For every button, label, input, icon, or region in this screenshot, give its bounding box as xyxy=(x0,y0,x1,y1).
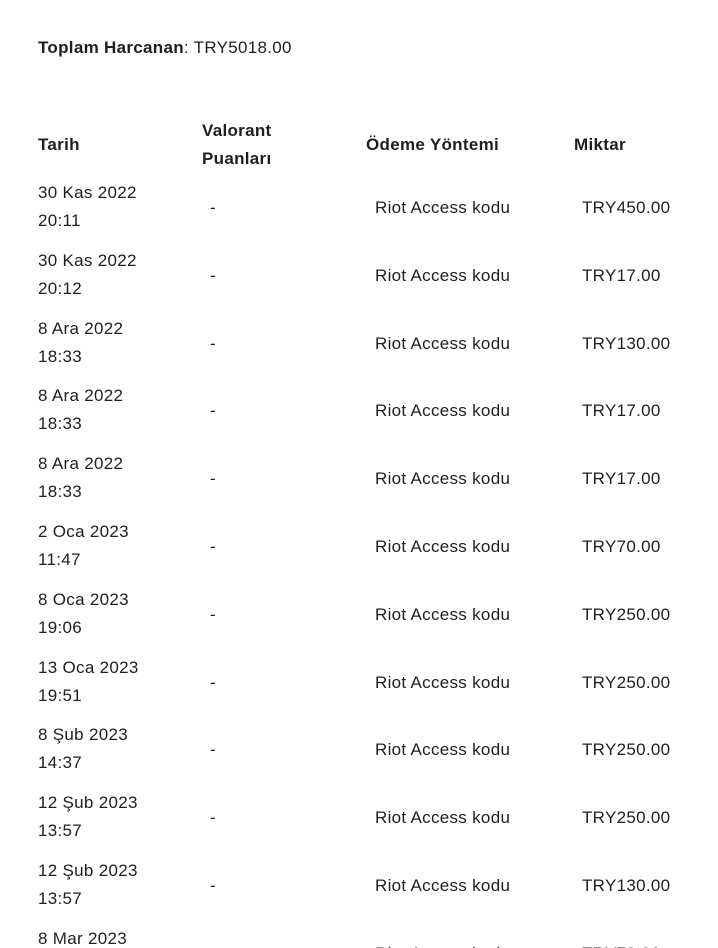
date-cell: 8 Şub 2023 14:37 xyxy=(38,725,128,773)
amount-cell: TRY250.00 xyxy=(582,672,671,692)
points-cell: - xyxy=(210,537,216,556)
amount-cell: TRY250.00 xyxy=(582,740,671,760)
amount-cell: TRY70.00 xyxy=(582,940,661,948)
date-cell: 30 Kas 2022 20:12 xyxy=(38,250,137,298)
date-cell: 12 Şub 2023 13:57 xyxy=(38,793,138,841)
points-cell: - xyxy=(210,808,216,828)
method-cell: Riot Access kodu xyxy=(375,198,511,217)
method-cell: Riot Access kodu xyxy=(375,469,511,489)
points-cell: - xyxy=(210,198,216,217)
points-cell: - xyxy=(210,940,216,948)
method-cell: Riot Access kodu xyxy=(375,876,511,895)
date-cell: 8 Mar 2023 xyxy=(38,928,127,948)
amount-cell: TRY250.00 xyxy=(582,604,671,624)
date-cell: 13 Oca 2023 19:51 xyxy=(38,657,139,705)
method-cell: Riot Access kodu xyxy=(375,333,511,353)
amount-cell: TRY70.00 xyxy=(582,537,661,556)
points-cell: - xyxy=(210,876,216,895)
amount-cell: TRY130.00 xyxy=(582,876,671,895)
amount-cell: TRY450.00 xyxy=(582,198,671,217)
column-header: Miktar xyxy=(574,135,626,154)
summary-value: TRY5018.00 xyxy=(193,38,292,57)
summary-label: Toplam Harcanan xyxy=(38,38,184,57)
amount-cell: TRY17.00 xyxy=(582,265,661,285)
column-header: Ödeme Yöntemi xyxy=(366,135,500,154)
summary: Toplam Harcanan: TRY5018.00 xyxy=(38,34,292,62)
method-cell: Riot Access kodu xyxy=(375,808,511,828)
method-cell: Riot Access kodu xyxy=(375,265,511,285)
amount-cell: TRY17.00 xyxy=(582,401,661,421)
method-cell: Riot Access kodu xyxy=(375,401,511,421)
date-cell: 12 Şub 2023 13:57 xyxy=(38,861,138,908)
date-cell: 8 Ara 2022 18:33 xyxy=(38,318,124,366)
points-cell: - xyxy=(210,672,216,692)
summary-separator: : xyxy=(183,38,189,57)
amount-cell: TRY17.00 xyxy=(582,469,661,489)
method-cell: Riot Access kodu xyxy=(375,604,511,624)
date-cell: 30 Kas 2022 20:11 xyxy=(38,183,137,230)
method-cell: Riot Access kodu xyxy=(375,940,510,948)
method-cell: Riot Access kodu xyxy=(375,740,511,760)
column-header: Valorant Puanları xyxy=(202,121,272,168)
date-cell: 8 Ara 2022 18:33 xyxy=(38,386,124,434)
points-cell: - xyxy=(210,333,216,353)
points-cell: - xyxy=(210,469,216,489)
points-cell: - xyxy=(210,604,216,624)
column-header: Tarih xyxy=(38,135,80,154)
points-cell: - xyxy=(210,401,216,421)
amount-cell: TRY250.00 xyxy=(582,808,671,828)
date-cell: 8 Ara 2022 18:33 xyxy=(38,454,124,502)
date-cell: 2 Oca 2023 11:47 xyxy=(38,522,129,569)
points-cell: - xyxy=(210,740,216,760)
date-cell: 8 Oca 2023 19:06 xyxy=(38,589,129,637)
points-cell: - xyxy=(210,265,216,285)
method-cell: Riot Access kodu xyxy=(375,537,511,556)
amount-cell: TRY130.00 xyxy=(582,333,671,353)
method-cell: Riot Access kodu xyxy=(375,672,511,692)
